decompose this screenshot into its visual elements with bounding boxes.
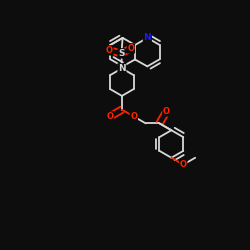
Text: O: O (130, 112, 137, 121)
Text: O: O (128, 44, 134, 53)
Text: N: N (144, 33, 151, 42)
Text: O: O (106, 112, 114, 121)
Text: S: S (118, 49, 125, 58)
Text: N: N (118, 64, 126, 73)
Text: O: O (180, 160, 187, 169)
Text: O: O (163, 107, 170, 116)
Text: O: O (106, 46, 113, 55)
